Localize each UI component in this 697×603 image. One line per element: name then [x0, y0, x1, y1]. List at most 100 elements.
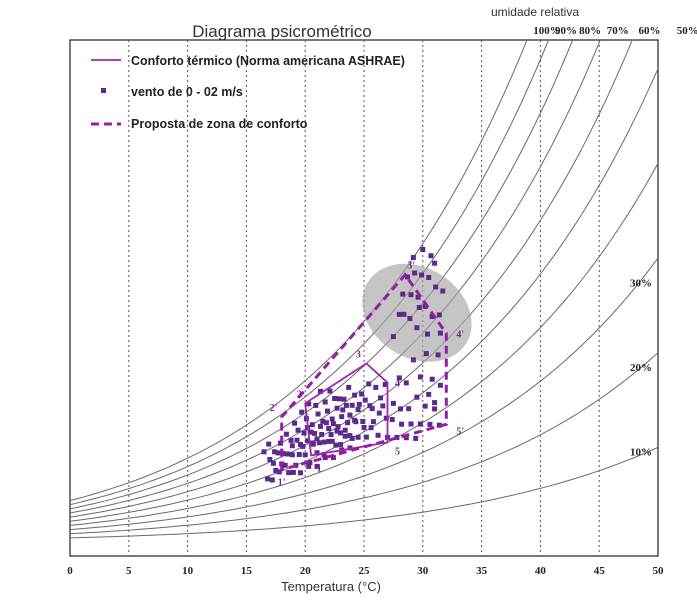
scatter-point — [406, 406, 412, 412]
scatter-point — [321, 439, 327, 445]
rh-label-30: 30% — [630, 277, 652, 289]
scatter-point — [413, 435, 419, 441]
scatter-point — [285, 451, 291, 457]
scatter-point — [292, 420, 298, 426]
scatter-point — [320, 418, 326, 424]
scatter-point — [314, 463, 320, 469]
scatter-point — [362, 397, 368, 403]
scatter-point — [366, 381, 372, 387]
scatter-point — [368, 425, 374, 431]
scatter-point — [414, 394, 420, 400]
scatter-point — [346, 384, 352, 390]
rh-curve-70 — [70, 40, 601, 514]
proposed-zone — [280, 272, 448, 472]
rh-label-50: 50% — [677, 25, 697, 37]
scatter-point — [389, 417, 395, 422]
scatter-point — [394, 434, 400, 440]
scatter-point — [307, 460, 313, 466]
scatter-point — [295, 427, 301, 433]
scatter-point — [335, 424, 341, 430]
scatter-point — [302, 452, 308, 458]
scatter-point — [336, 396, 342, 402]
scatter-point — [428, 253, 434, 259]
scatter-point — [355, 407, 361, 412]
chart-title: Diagrama psicrométrico — [192, 22, 372, 41]
rh-label-100: 100% — [533, 25, 561, 37]
scatter-point — [403, 380, 409, 386]
ashrae-zone — [304, 362, 389, 457]
scatter-point — [306, 463, 312, 469]
x-tick-30: 30 — [417, 565, 429, 577]
scatter-point — [334, 405, 340, 411]
scatter-point — [342, 427, 348, 433]
scatter-point — [288, 437, 294, 443]
scatter-point — [426, 391, 432, 397]
proposed-zone-label-2': 2' — [270, 403, 278, 414]
rh-label-20: 20% — [630, 362, 652, 374]
scatter-point — [414, 325, 420, 331]
scatter-point — [338, 442, 343, 448]
ashrae-zone-label-1: 1 — [317, 463, 322, 474]
scatter-point — [342, 433, 348, 439]
scatter-point — [305, 438, 311, 444]
scatter-point — [422, 403, 428, 409]
scatter-point — [286, 470, 292, 476]
scatter-point — [318, 423, 323, 429]
scatter-point — [313, 402, 319, 408]
rh-label-70: 70% — [607, 25, 629, 37]
scatter-point — [426, 275, 432, 280]
scatter-point — [432, 260, 438, 266]
scatter-point — [267, 457, 273, 462]
scatter-point — [410, 255, 416, 260]
scatter-point — [396, 311, 402, 317]
scatter-point — [382, 382, 388, 387]
scatter-point — [310, 441, 316, 447]
scatter-point — [373, 384, 379, 390]
scatter-point — [349, 402, 355, 408]
x-tick-labels: 0 5 10 15 20 25 30 35 40 45 50 — [67, 565, 664, 577]
scatter-point — [401, 311, 407, 317]
scatter-point — [356, 401, 362, 407]
scatter-point — [396, 375, 402, 381]
scatter-point — [276, 469, 282, 475]
scatter-point — [420, 247, 426, 252]
scatter-point — [427, 421, 433, 427]
x-tick-45: 45 — [594, 565, 606, 577]
scatter-point — [334, 428, 340, 434]
scatter-point — [390, 400, 396, 406]
scatter-point — [390, 334, 396, 340]
scatter-point — [318, 388, 323, 394]
scatter-point — [408, 421, 414, 427]
scatter-point — [405, 274, 410, 280]
scatter-point — [266, 441, 272, 447]
scatter-point — [432, 406, 438, 412]
scatter-point — [323, 420, 329, 426]
proposed-zone-label-1': 1' — [278, 478, 286, 489]
scatter-point — [360, 419, 366, 424]
scatter-point — [399, 421, 405, 427]
x-tick-15: 15 — [241, 565, 253, 577]
scatter-point — [341, 396, 347, 402]
legend-item-ashrae: Conforto térmico (Norma americana ASHRAE… — [131, 54, 405, 68]
x-tick-50: 50 — [653, 565, 665, 577]
scatter-point — [412, 270, 418, 276]
rh-label-90: 90% — [555, 25, 577, 37]
scatter-point — [422, 303, 428, 309]
scatter-point — [298, 470, 303, 476]
x-tick-10: 10 — [182, 565, 194, 577]
scatter-point — [423, 351, 429, 357]
ashrae-zone-label-5: 5 — [395, 446, 400, 457]
scatter-point — [435, 352, 441, 358]
scatter-point — [314, 436, 320, 442]
scatter-point — [322, 455, 328, 461]
scatter-point — [375, 432, 381, 438]
x-axis-label: Temperatura (°C) — [281, 579, 381, 594]
scatter-point — [367, 403, 373, 409]
scatter-point — [270, 460, 276, 466]
scatter-point — [265, 476, 271, 482]
scatter-point — [272, 449, 278, 455]
scatter-point — [407, 316, 413, 321]
scatter-point — [369, 406, 375, 412]
scatter-point — [338, 430, 343, 436]
scatter-point — [378, 395, 383, 401]
